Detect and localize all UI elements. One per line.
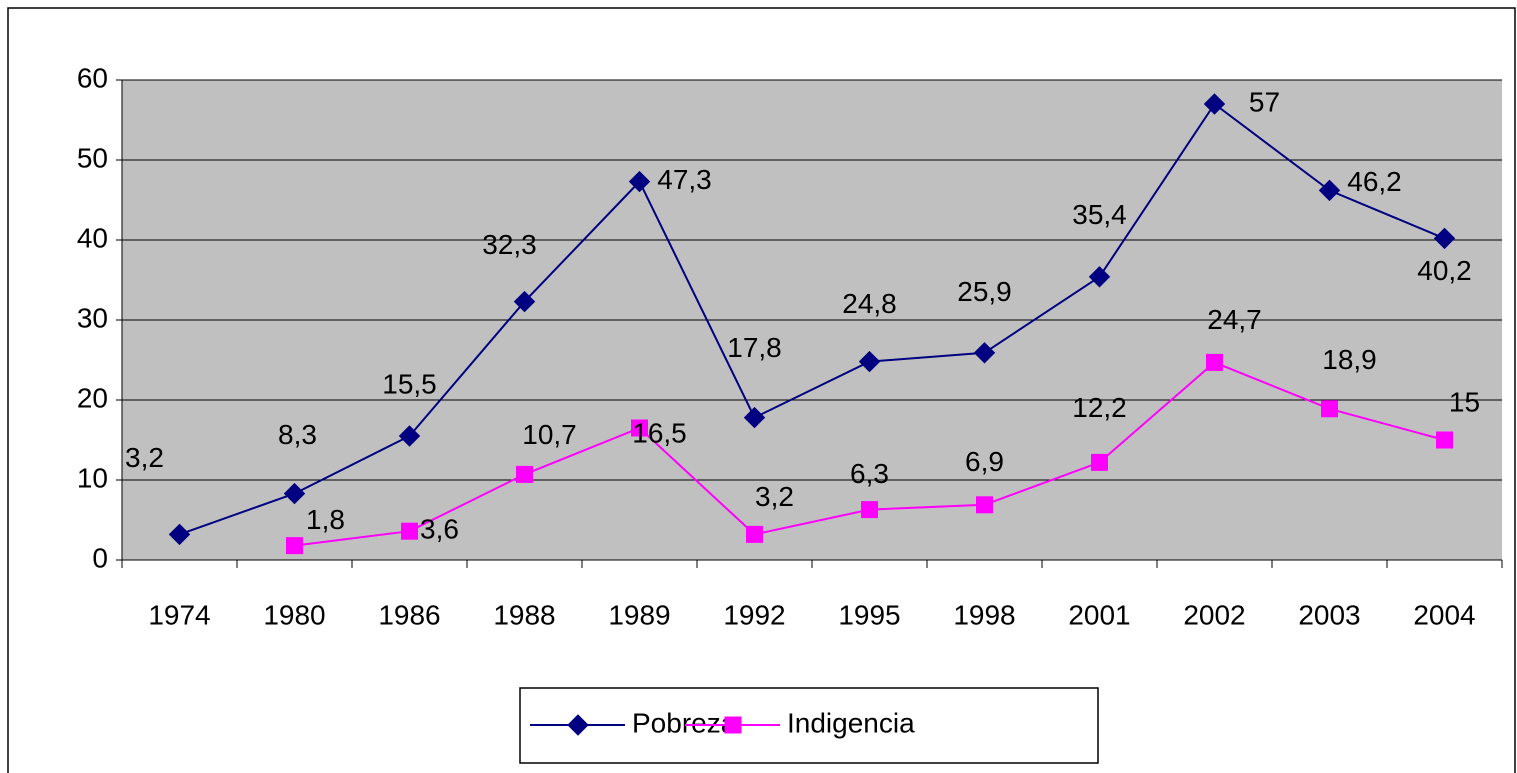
y-tick-label: 10 [77, 462, 108, 493]
data-label: 16,5 [632, 417, 687, 448]
legend-label: Indigencia [787, 707, 915, 738]
data-point [1318, 179, 1341, 202]
data-point [628, 170, 651, 193]
data-label: 3,2 [125, 442, 164, 473]
data-point [1206, 353, 1223, 371]
legend-marker [567, 714, 589, 736]
y-tick-label: 40 [77, 222, 108, 253]
data-label: 17,8 [727, 332, 782, 363]
data-point [168, 523, 191, 546]
x-tick-label: 1980 [263, 599, 325, 630]
x-tick-label: 1974 [148, 599, 210, 630]
y-tick-label: 50 [77, 142, 108, 173]
x-tick-label: 1998 [953, 599, 1015, 630]
x-tick-label: 1992 [723, 599, 785, 630]
data-point [516, 465, 533, 483]
data-label: 6,3 [850, 458, 889, 489]
data-label: 24,7 [1207, 304, 1262, 335]
y-tick-label: 30 [77, 302, 108, 333]
data-point [858, 350, 881, 373]
data-point [746, 525, 763, 543]
y-tick-label: 60 [77, 62, 108, 93]
data-point [286, 537, 303, 555]
legend-label: Pobreza [632, 707, 737, 738]
legend-marker [724, 716, 742, 734]
data-label: 24,8 [842, 288, 897, 319]
data-label: 25,9 [957, 276, 1012, 307]
data-label: 15,5 [382, 368, 437, 399]
data-label: 47,3 [657, 164, 712, 195]
x-tick-label: 1989 [608, 599, 670, 630]
data-label: 32,3 [482, 229, 537, 260]
data-label: 15 [1449, 386, 1480, 417]
y-tick-label: 20 [77, 382, 108, 413]
x-tick-label: 2001 [1068, 599, 1130, 630]
x-tick-label: 1988 [493, 599, 555, 630]
data-point [861, 501, 878, 519]
data-label: 46,2 [1347, 166, 1402, 197]
data-point [283, 482, 306, 505]
data-label: 10,7 [522, 419, 577, 450]
data-label: 12,2 [1072, 392, 1127, 423]
data-point [631, 419, 648, 437]
data-label: 3,6 [420, 514, 459, 545]
x-tick-label: 2004 [1413, 599, 1475, 630]
data-label: 3,2 [755, 481, 794, 512]
data-point [513, 290, 536, 313]
data-point [1433, 227, 1456, 250]
data-label: 57 [1249, 86, 1280, 117]
data-point [973, 342, 996, 364]
data-point [1436, 431, 1453, 449]
y-tick-label: 0 [92, 542, 108, 573]
x-tick-label: 1986 [378, 599, 440, 630]
data-label: 1,8 [306, 504, 345, 535]
data-label: 6,9 [965, 446, 1004, 477]
data-label: 18,9 [1322, 344, 1377, 375]
data-point [1321, 400, 1338, 418]
data-point [1091, 453, 1108, 471]
legend [519, 687, 1099, 764]
x-tick-label: 2003 [1298, 599, 1360, 630]
x-tick-label: 1995 [838, 599, 900, 630]
data-point [743, 406, 766, 429]
data-label: 40,2 [1417, 255, 1472, 286]
data-point [1088, 266, 1111, 288]
data-point [976, 496, 993, 514]
data-label: 8,3 [278, 419, 317, 450]
x-tick-label: 2002 [1183, 599, 1245, 630]
data-point [1203, 93, 1226, 115]
data-point [398, 425, 421, 447]
data-point [401, 522, 418, 540]
series-line [179, 102, 1445, 536]
data-label: 35,4 [1072, 199, 1127, 230]
